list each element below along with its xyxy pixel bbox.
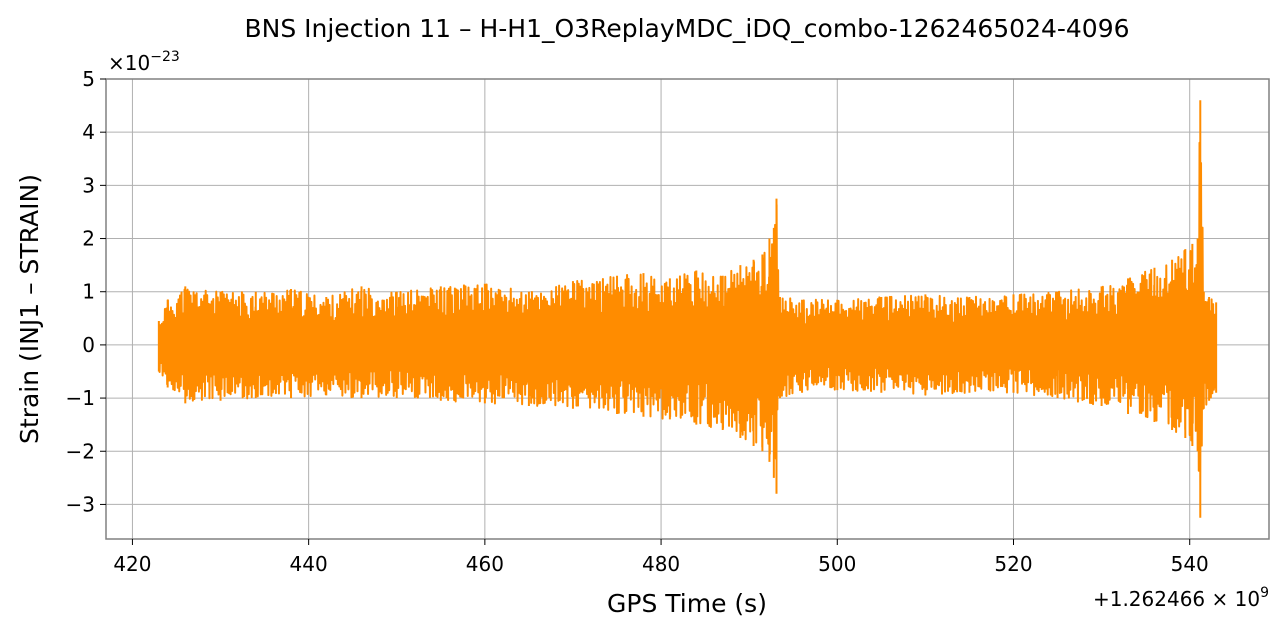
y-tick-layer: −3 −2 −1 0 1 2 3 4 5 [66,67,106,516]
x-tick-label: 420 [113,552,151,576]
x-tick-label: 460 [466,552,504,576]
x-axis-label: GPS Time (s) [607,589,767,618]
y-tick-label: −2 [66,439,95,463]
chart-title: BNS Injection 11 – H-H1_O3ReplayMDC_iDQ_… [244,14,1129,43]
strain-series-line [157,100,1218,518]
y-tick-label: 3 [82,173,95,197]
y-tick-label: −1 [66,386,95,410]
y-tick-label: 4 [82,120,95,144]
x-tick-label: 440 [290,552,328,576]
y-tick-label: 0 [82,333,95,357]
y-tick-label: 2 [82,227,95,251]
y-tick-label: −3 [66,492,95,516]
x-tick-label: 480 [642,552,680,576]
y-scale-label: ×10−23 [108,49,180,75]
data-layer [157,100,1218,518]
x-tick-label: 500 [818,552,856,576]
x-tick-layer: 420 440 460 480 500 520 540 [113,539,1209,576]
x-tick-label: 540 [1171,552,1209,576]
plot-frame [105,78,1270,540]
y-tick-label: 1 [82,280,95,304]
y-axis-label: Strain (INJ1 – STRAIN) [15,174,44,444]
x-offset-label: +1.262466 × 109 [1093,585,1269,611]
x-tick-label: 520 [994,552,1032,576]
y-tick-label: 5 [82,67,95,91]
